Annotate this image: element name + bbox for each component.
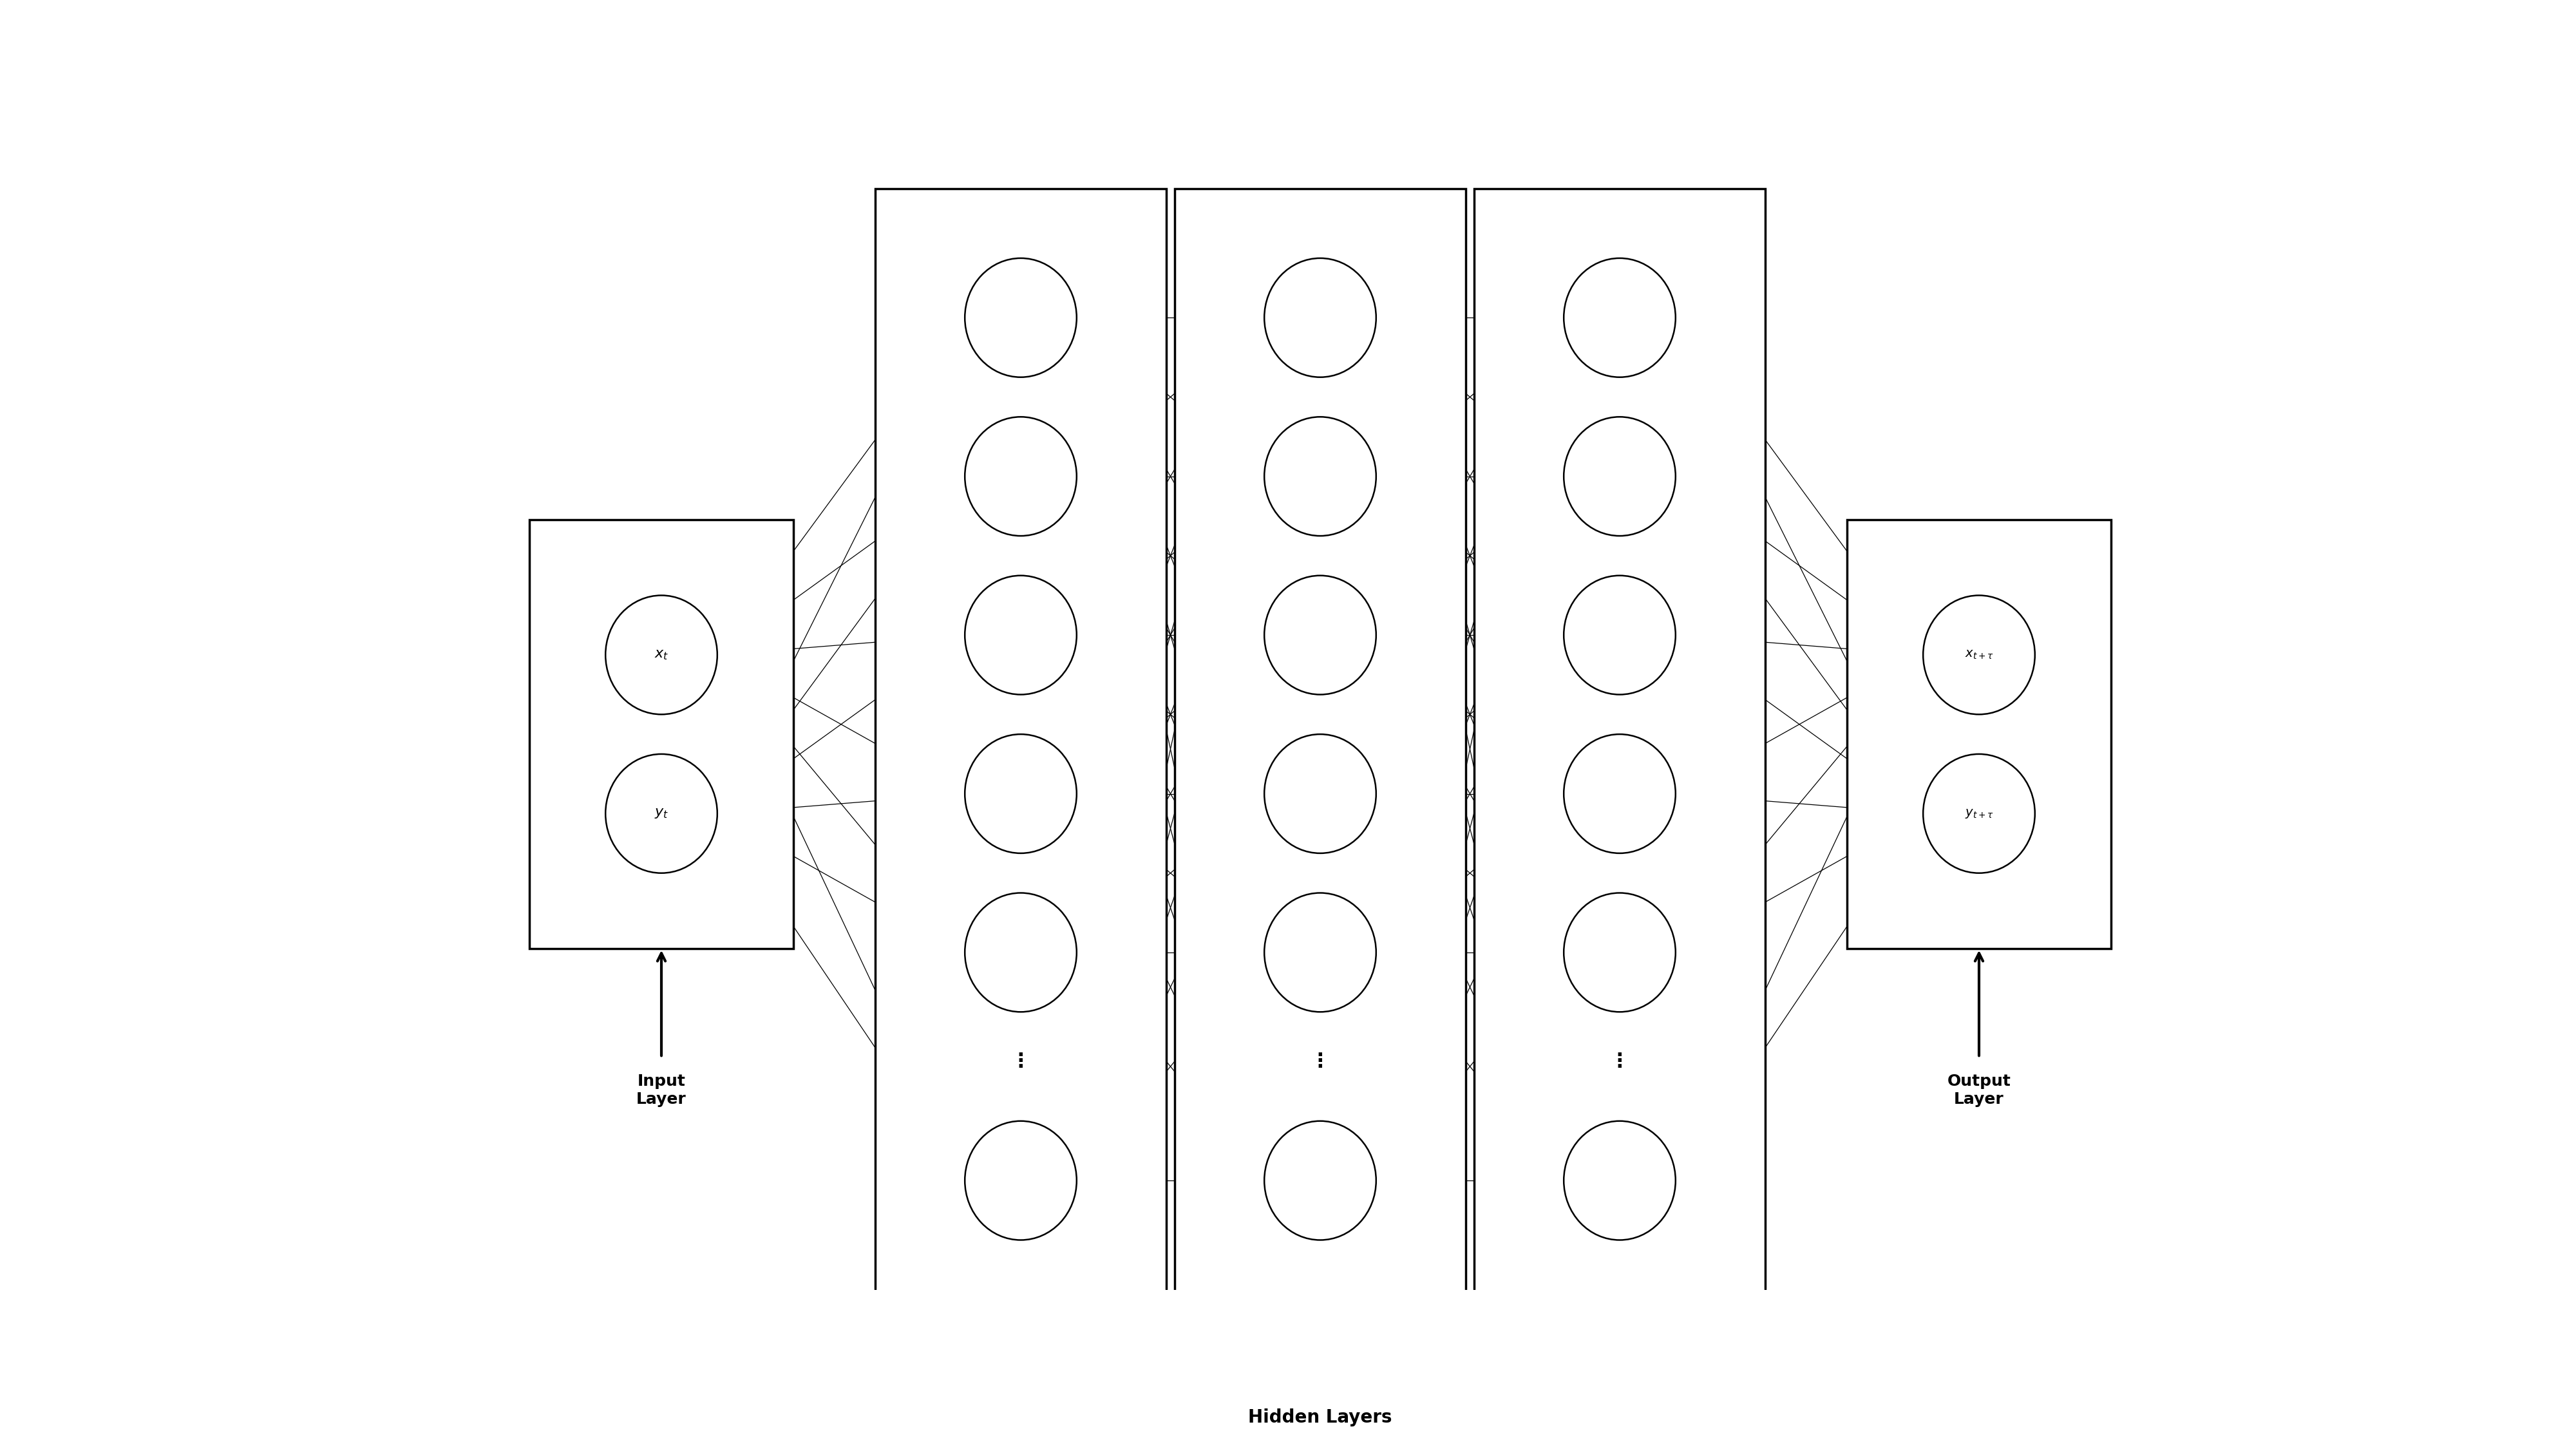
Text: $y_t$: $y_t$ [654, 807, 670, 820]
Ellipse shape [966, 575, 1077, 694]
Ellipse shape [966, 1122, 1077, 1240]
Ellipse shape [1564, 417, 1674, 536]
Ellipse shape [1265, 735, 1376, 853]
Ellipse shape [1564, 735, 1674, 853]
Text: $y_{t+\tau}$: $y_{t+\tau}$ [1965, 807, 1994, 820]
Ellipse shape [1265, 893, 1376, 1011]
Ellipse shape [1924, 596, 2035, 714]
Ellipse shape [966, 735, 1077, 853]
Ellipse shape [605, 753, 716, 874]
Ellipse shape [1924, 753, 2035, 874]
Ellipse shape [1265, 258, 1376, 377]
Text: ⋮: ⋮ [1311, 1052, 1329, 1071]
Text: Output
Layer: Output Layer [1947, 1074, 2012, 1107]
Text: $x_{t+\tau}$: $x_{t+\tau}$ [1965, 649, 1994, 661]
Ellipse shape [1564, 575, 1674, 694]
Text: ⋮: ⋮ [1010, 1052, 1030, 1071]
Bar [1175, 188, 1466, 1310]
Bar [1847, 520, 2110, 949]
Ellipse shape [605, 596, 716, 714]
Bar [1473, 188, 1765, 1310]
Bar [531, 520, 793, 949]
Ellipse shape [966, 893, 1077, 1011]
Ellipse shape [1265, 417, 1376, 536]
Ellipse shape [966, 258, 1077, 377]
Ellipse shape [1564, 893, 1674, 1011]
Ellipse shape [1265, 1122, 1376, 1240]
Text: ⋮: ⋮ [1610, 1052, 1631, 1071]
Ellipse shape [1564, 1122, 1674, 1240]
Text: Hidden Layers: Hidden Layers [1249, 1408, 1391, 1427]
Ellipse shape [966, 417, 1077, 536]
Text: $x_t$: $x_t$ [654, 649, 670, 661]
Bar [876, 188, 1167, 1310]
Ellipse shape [1265, 575, 1376, 694]
Ellipse shape [1564, 258, 1674, 377]
Text: Input
Layer: Input Layer [636, 1074, 685, 1107]
